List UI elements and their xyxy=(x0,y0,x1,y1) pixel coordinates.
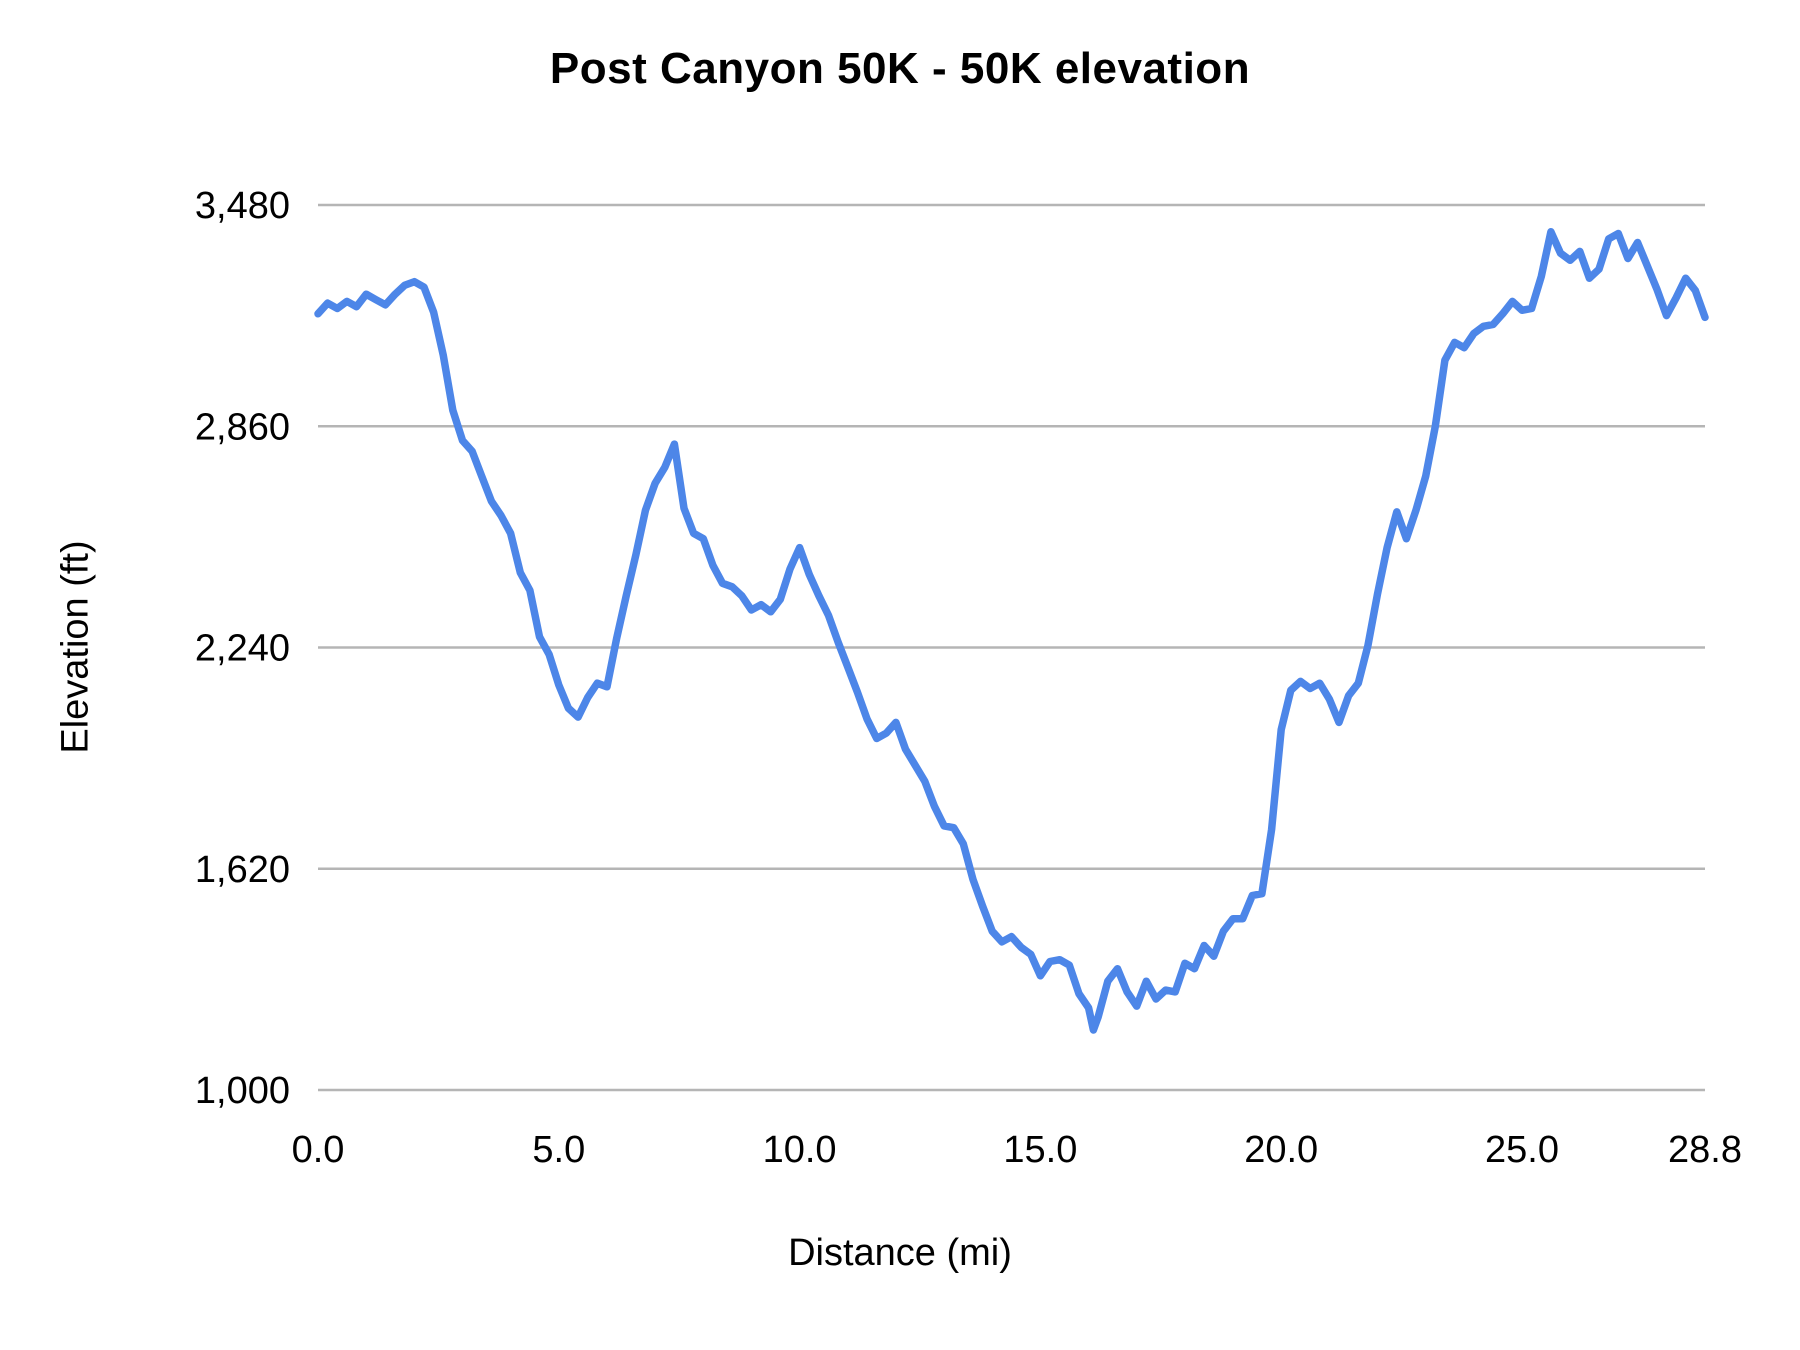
y-tick-label: 2,860 xyxy=(195,406,290,448)
x-tick-label: 0.0 xyxy=(292,1129,345,1171)
elevation-line xyxy=(314,228,1709,1034)
x-tick-label: 15.0 xyxy=(1003,1129,1077,1171)
x-tick-label: 5.0 xyxy=(532,1129,585,1171)
x-axis-title: Distance (mi) xyxy=(788,1232,1012,1274)
chart-title: Post Canyon 50K - 50K elevation xyxy=(549,44,1251,93)
x-tick-label: 25.0 xyxy=(1485,1129,1559,1171)
y-tick-label: 1,000 xyxy=(195,1070,290,1112)
y-tick-label: 1,620 xyxy=(195,849,290,891)
x-tick-label: 10.0 xyxy=(763,1129,837,1171)
x-tick-label: 28.8 xyxy=(1668,1129,1742,1171)
y-tick-label: 2,240 xyxy=(195,628,290,670)
x-tick-label: 20.0 xyxy=(1244,1129,1318,1171)
y-tick-label: 3,480 xyxy=(195,185,290,227)
